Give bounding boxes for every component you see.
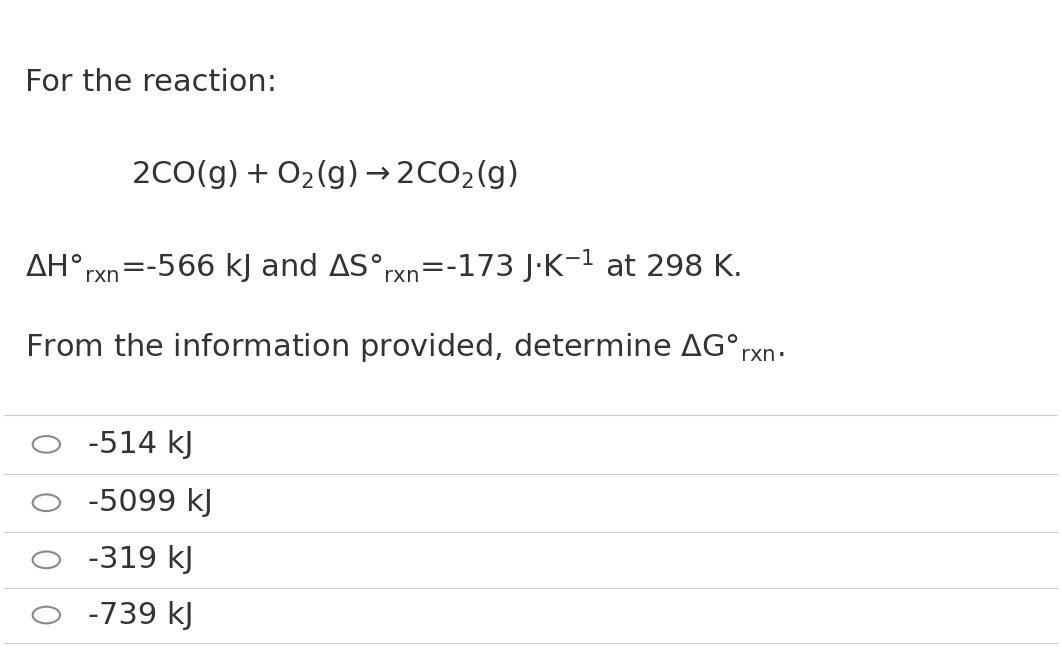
Text: -5099 kJ: -5099 kJ <box>88 488 213 517</box>
Text: -514 kJ: -514 kJ <box>88 430 194 459</box>
Text: -739 kJ: -739 kJ <box>88 601 194 630</box>
Text: -319 kJ: -319 kJ <box>88 545 194 575</box>
Text: From the information provided, determine $\mathregular{\Delta G°_{rxn}}$.: From the information provided, determine… <box>25 332 785 365</box>
Text: $\mathregular{\Delta H°_{rxn}}$=-566 kJ and $\mathregular{\Delta S°_{rxn}}$=-173: $\mathregular{\Delta H°_{rxn}}$=-566 kJ … <box>25 248 741 287</box>
Text: For the reaction:: For the reaction: <box>25 68 277 98</box>
Text: $\mathregular{2CO(g) + O_2(g) \rightarrow 2CO_2(g)}$: $\mathregular{2CO(g) + O_2(g) \rightarro… <box>131 158 517 191</box>
